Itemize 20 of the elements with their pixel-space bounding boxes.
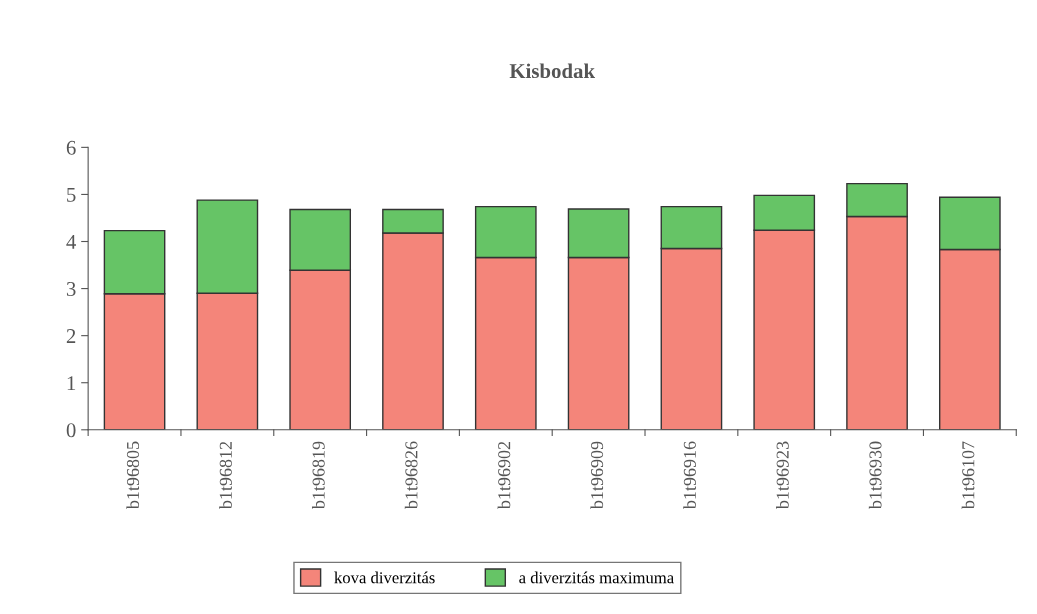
y-tick-label: 5 — [67, 188, 76, 202]
x-tick-label: b1t96812 — [219, 441, 232, 510]
x-tick-label: b1t96909 — [590, 441, 604, 510]
y-tick-label: 4 — [66, 235, 77, 249]
y-tick-label: 0 — [66, 423, 76, 438]
y-tick-label: 2 — [66, 329, 76, 343]
chart-title: Kisbodak — [509, 63, 596, 79]
y-tick-label: 3 — [66, 282, 76, 297]
x-tick-label: b1t96805 — [126, 441, 140, 510]
x-tick-label: b1t96930 — [868, 441, 882, 510]
x-tick-label: b1t96923 — [776, 441, 789, 510]
x-tick-label: b1t96819 — [311, 441, 325, 510]
x-tick-label: b1t96916 — [683, 441, 696, 510]
x-tick-label: b1t96826 — [404, 441, 418, 510]
y-tick-label: 6 — [66, 140, 76, 155]
x-tick-label: b1t96107 — [961, 441, 975, 510]
y-tick-label: 1 — [67, 376, 76, 390]
legend-label: a diverzitás maximuma — [519, 571, 674, 584]
legend-label: kova diverzitás — [334, 571, 435, 584]
x-tick-label: b1t96902 — [497, 441, 511, 510]
